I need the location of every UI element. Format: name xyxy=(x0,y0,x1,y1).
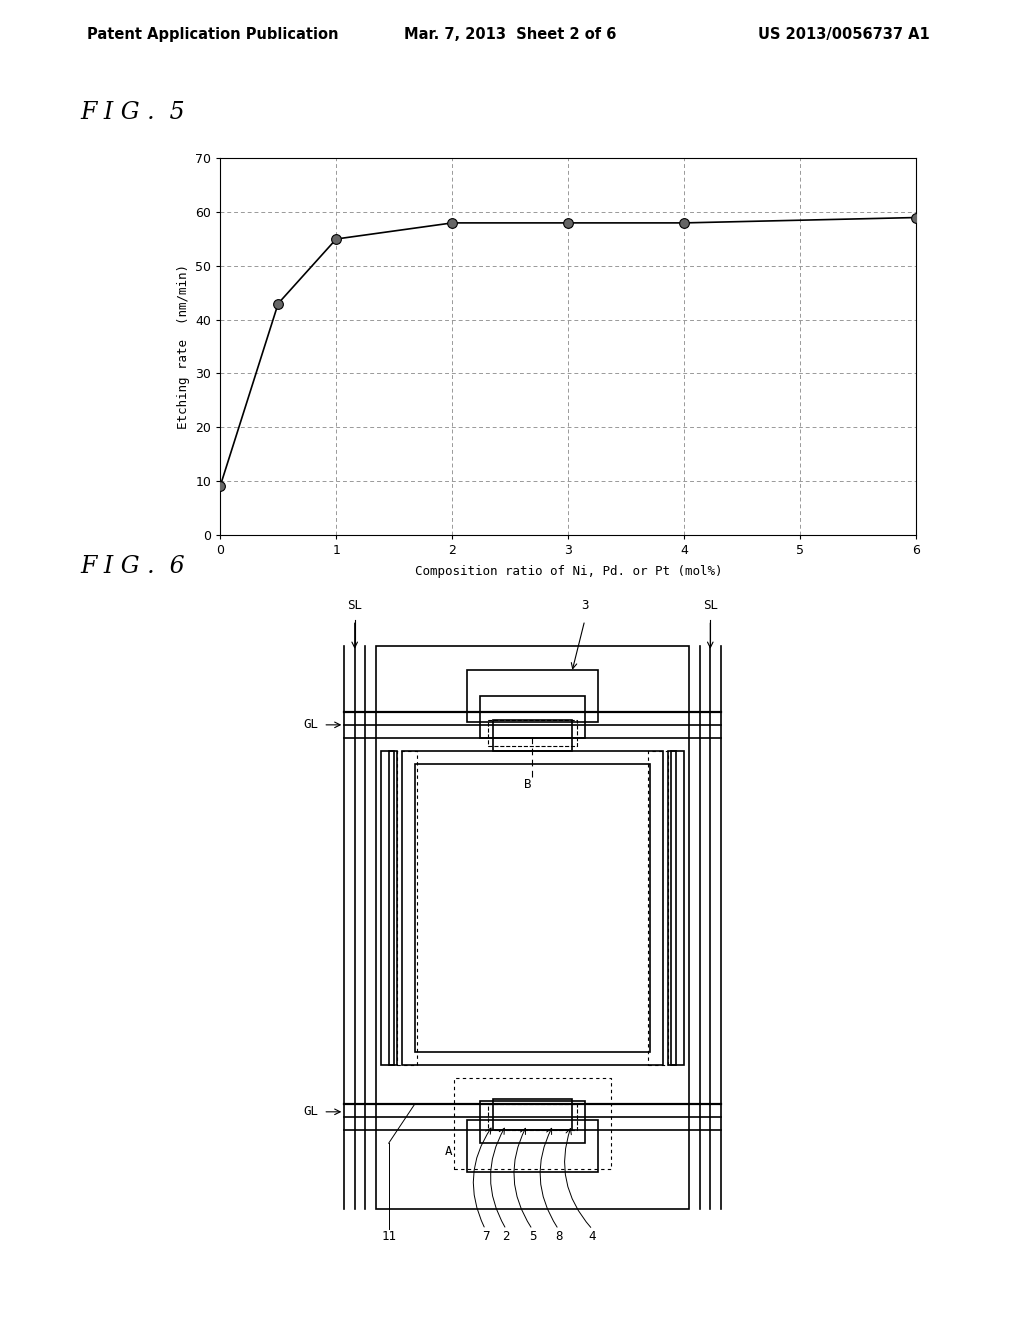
Bar xyxy=(467,1119,598,1172)
Text: 4: 4 xyxy=(589,1230,596,1243)
Bar xyxy=(488,1104,577,1130)
Bar xyxy=(396,751,418,1065)
Text: 3: 3 xyxy=(581,599,589,612)
Y-axis label: Etching rate  (nm/min): Etching rate (nm/min) xyxy=(176,264,189,429)
Bar xyxy=(480,1101,585,1143)
Bar xyxy=(647,751,669,1065)
Bar xyxy=(381,751,396,1065)
Bar xyxy=(467,671,598,722)
Bar xyxy=(671,751,676,1065)
Text: US 2013/0056737 A1: US 2013/0056737 A1 xyxy=(758,26,930,42)
Text: B: B xyxy=(523,779,531,792)
Text: Mar. 7, 2013  Sheet 2 of 6: Mar. 7, 2013 Sheet 2 of 6 xyxy=(404,26,616,42)
Bar xyxy=(494,719,571,751)
Text: SL: SL xyxy=(702,599,718,612)
Text: F I G .  6: F I G . 6 xyxy=(80,554,184,578)
Text: 2: 2 xyxy=(503,1230,510,1243)
Text: Patent Application Publication: Patent Application Publication xyxy=(87,26,339,42)
Text: GL: GL xyxy=(303,718,318,731)
Bar xyxy=(401,751,664,1065)
Bar xyxy=(669,751,684,1065)
Bar xyxy=(480,696,585,738)
Text: 8: 8 xyxy=(555,1230,562,1243)
Text: A: A xyxy=(445,1144,453,1158)
Text: GL: GL xyxy=(303,1105,318,1118)
Text: 7: 7 xyxy=(481,1230,489,1243)
X-axis label: Composition ratio of Ni, Pd. or Pt (mol%): Composition ratio of Ni, Pd. or Pt (mol%… xyxy=(415,565,722,578)
Bar xyxy=(376,647,689,1209)
Text: 5: 5 xyxy=(528,1230,537,1243)
Bar xyxy=(415,764,650,1052)
Text: 11: 11 xyxy=(381,1230,396,1243)
Text: F I G .  5: F I G . 5 xyxy=(80,100,184,124)
Text: SL: SL xyxy=(347,599,362,612)
Bar xyxy=(454,1078,611,1170)
Bar xyxy=(488,719,577,746)
Bar xyxy=(389,751,394,1065)
Bar xyxy=(494,1098,571,1130)
